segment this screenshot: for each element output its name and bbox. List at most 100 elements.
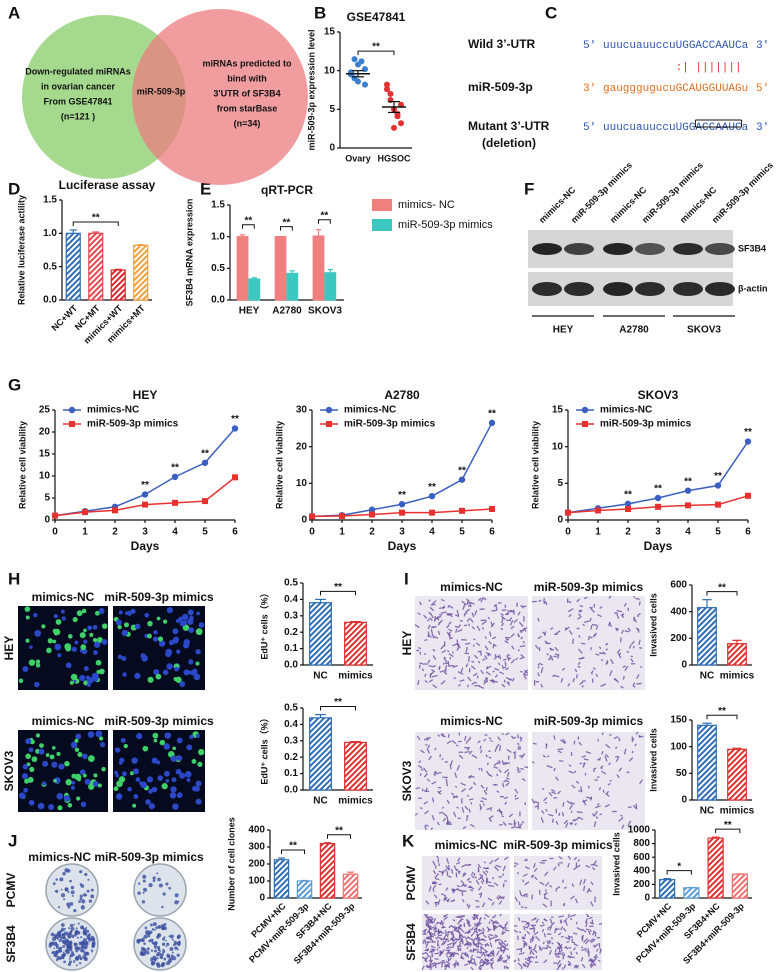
- cell: [425, 959, 428, 963]
- cell: [581, 947, 587, 952]
- nucleus: [123, 622, 129, 628]
- cell: [436, 936, 443, 940]
- cell: [485, 770, 491, 777]
- cell: [595, 673, 599, 678]
- cell: [502, 865, 506, 872]
- cell: [457, 923, 462, 929]
- cell: [478, 928, 483, 932]
- cell: [466, 936, 470, 939]
- marker: [625, 506, 631, 512]
- colony: [138, 882, 141, 885]
- cell: [608, 762, 611, 766]
- cell: [468, 808, 471, 813]
- y-tick-label: 50: [676, 768, 688, 779]
- cell: [561, 951, 565, 956]
- cell: [523, 964, 527, 967]
- nucleus: [163, 770, 170, 777]
- significance-label: **: [92, 213, 100, 224]
- colony: [82, 893, 87, 897]
- marker: [112, 507, 118, 514]
- cell: [492, 950, 495, 956]
- marker: [231, 425, 239, 432]
- cell: [428, 885, 432, 892]
- panel-label: G: [8, 375, 21, 394]
- cell: [470, 966, 474, 971]
- cell: [577, 648, 583, 654]
- cell: [558, 915, 565, 918]
- cell: [497, 959, 503, 963]
- cell: [441, 649, 447, 654]
- nucleus: [192, 785, 198, 792]
- cell: [498, 941, 502, 946]
- cell: [417, 612, 421, 616]
- cell: [429, 635, 432, 638]
- cell: [607, 782, 611, 786]
- cell: [544, 640, 549, 645]
- colony: [60, 893, 66, 898]
- x-tick-label: mimics: [338, 671, 373, 682]
- cell: [432, 927, 437, 931]
- legend-label: mimics- NC: [398, 199, 455, 211]
- cell: [520, 905, 524, 909]
- cell: [466, 919, 470, 923]
- nucleus: [179, 772, 186, 779]
- cell: [486, 880, 492, 884]
- cell: [447, 613, 454, 616]
- nucleus: [147, 676, 154, 683]
- cell: [487, 935, 492, 941]
- sequence-bases: uuucuauuccuUGG: [603, 122, 695, 134]
- sequence: 5' uuucuauuccuUGGACCAAUCa 3': [583, 122, 769, 134]
- row-label: HEY: [2, 636, 16, 661]
- sequence-bases: uuucuauuccuUGGACCAAUCa: [603, 40, 749, 52]
- cell: [467, 924, 471, 928]
- nucleus: [87, 625, 93, 631]
- cell: [568, 600, 572, 604]
- cell: [496, 946, 500, 950]
- cell: [548, 792, 553, 797]
- cell: [490, 959, 494, 962]
- cell: [573, 964, 578, 969]
- bar: [731, 873, 748, 899]
- cell: [556, 946, 563, 950]
- cell: [478, 916, 483, 921]
- cell: [548, 940, 552, 945]
- cell: [516, 871, 520, 875]
- cell: [541, 928, 545, 933]
- cell: [425, 900, 430, 905]
- venn-left-text: From GSE47841: [43, 96, 112, 106]
- cell: [557, 790, 561, 795]
- cell: [601, 658, 603, 662]
- cell: [521, 627, 528, 632]
- colony: [142, 874, 147, 879]
- cell: [447, 649, 450, 653]
- cell: [464, 943, 469, 946]
- cell: [437, 899, 441, 906]
- cell: [521, 777, 526, 782]
- cell: [466, 617, 471, 623]
- cell: [437, 630, 441, 636]
- cell: [598, 786, 602, 791]
- cell: [446, 955, 449, 958]
- cell: [437, 734, 441, 737]
- colony: [70, 890, 75, 895]
- x-tick-label: 1: [595, 527, 601, 538]
- significance-label: *: [677, 861, 681, 872]
- cell: [429, 925, 432, 930]
- colony: [78, 962, 82, 965]
- cell: [526, 959, 533, 963]
- cell: [423, 773, 428, 778]
- cell: [635, 597, 640, 600]
- cell: [594, 805, 601, 809]
- cell: [464, 931, 467, 935]
- cell: [451, 938, 458, 942]
- marker: [489, 506, 495, 512]
- colony: [69, 940, 72, 943]
- colony: [59, 877, 64, 882]
- colony: [85, 926, 88, 929]
- cell: [582, 762, 586, 768]
- cell: [505, 965, 509, 970]
- cell: [519, 645, 526, 648]
- cell: [438, 946, 441, 949]
- cell: [451, 739, 457, 745]
- nucleus: [65, 662, 72, 669]
